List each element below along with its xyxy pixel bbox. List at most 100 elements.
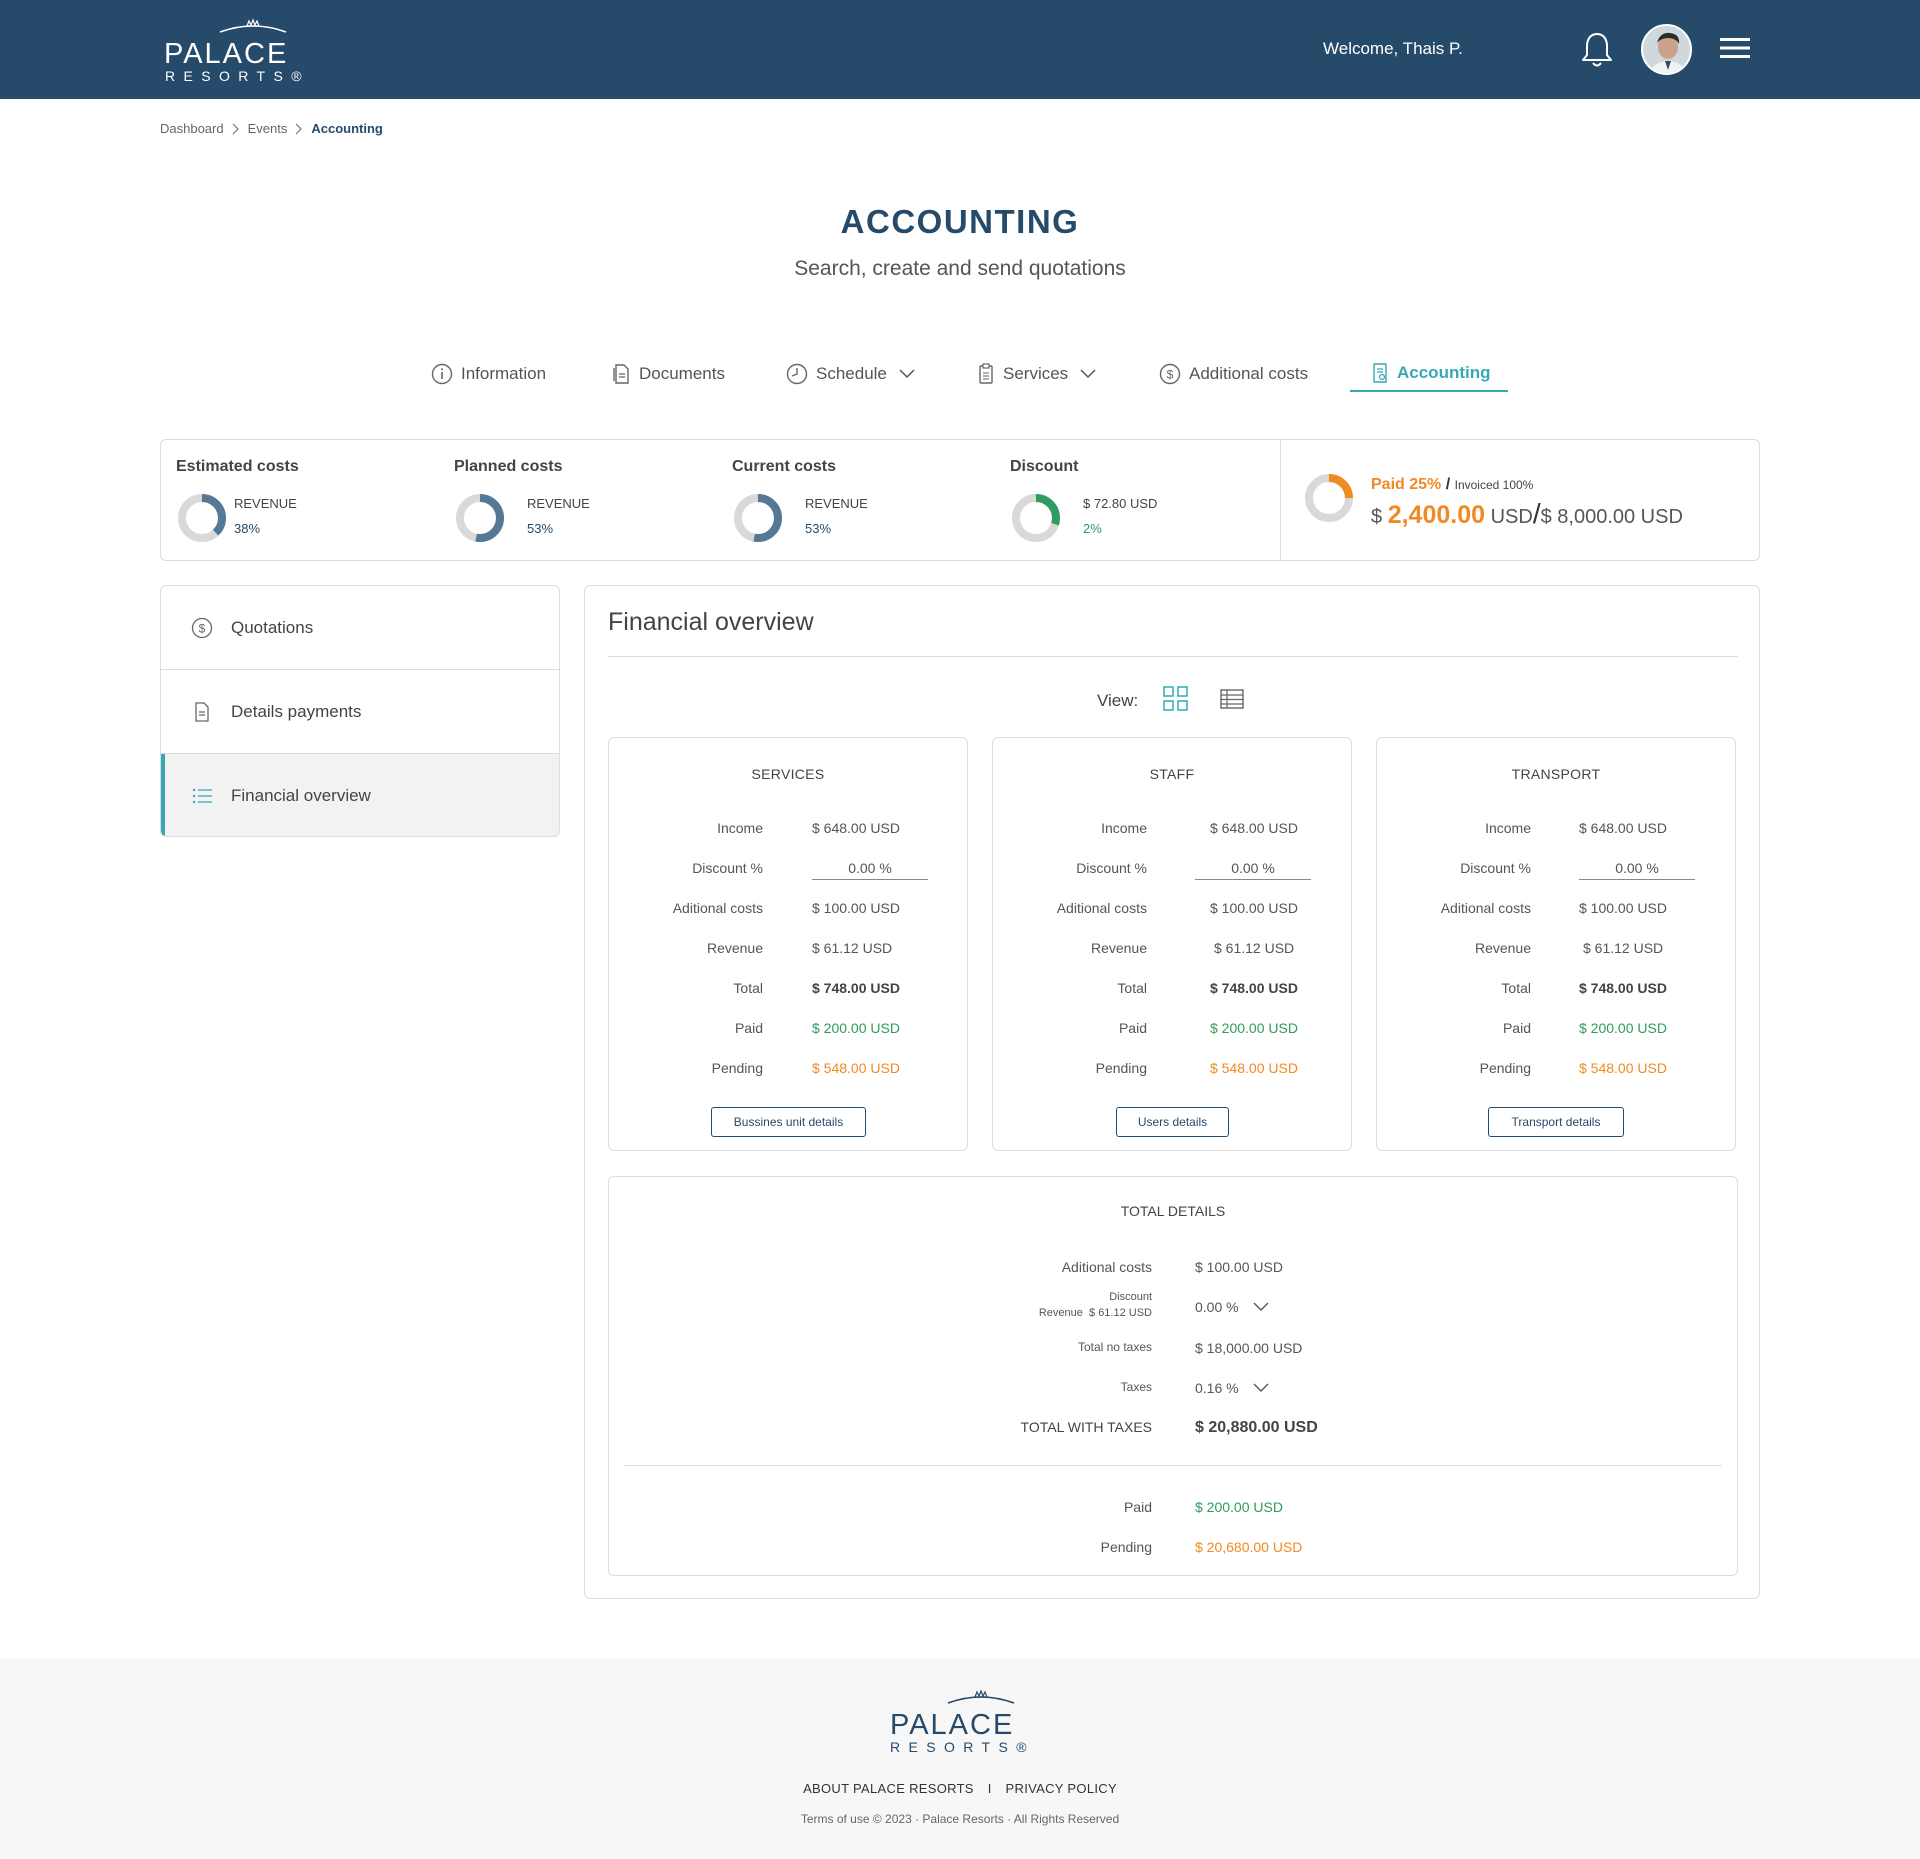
svg-text:$: $: [199, 621, 206, 635]
donut-arc: [456, 494, 504, 542]
income-label: Income: [717, 820, 763, 836]
total-label: Total: [1501, 980, 1531, 996]
revenue-row: Revenue $ 61.12 USD: [993, 940, 1351, 960]
tab-schedule[interactable]: Schedule: [786, 356, 915, 392]
revenue-label: Revenue: [1090, 940, 1147, 956]
tab-label: Accounting: [1397, 363, 1491, 382]
discount-label: Discount %: [1460, 860, 1531, 876]
taxes-label: Taxes: [1120, 1380, 1152, 1394]
discount: Discount $ 72.80 USD 2%: [1010, 458, 1157, 542]
list-icon: [192, 788, 212, 804]
revenue-value: $ 61.12 USD: [1214, 940, 1295, 956]
donut-arc: [1305, 474, 1353, 522]
privacy-policy-link[interactable]: PRIVACY POLICY: [1005, 1781, 1117, 1796]
current-costs: Current costs REVENUE 53%: [732, 458, 868, 542]
discount-select[interactable]: 0.00 %: [1195, 1299, 1269, 1315]
sidebar-item-label: Quotations: [231, 617, 314, 637]
discount-input[interactable]: 0.00 %: [812, 860, 928, 880]
breadcrumb-dashboard[interactable]: Dashboard: [160, 121, 224, 136]
business-unit-details-button[interactable]: Bussines unit details: [711, 1107, 866, 1137]
dollar-icon: $: [1159, 363, 1181, 385]
breadcrumb-events[interactable]: Events: [247, 121, 288, 136]
users-details-button[interactable]: Users details: [1116, 1107, 1229, 1137]
income-value: $ 648.00 USD: [1579, 820, 1667, 836]
tab-services[interactable]: Services: [977, 356, 1096, 392]
chevron-down-icon: [1253, 1383, 1269, 1392]
sidebar-item-details-payments[interactable]: Details payments: [161, 670, 559, 754]
revenue-label: REVENUE: [234, 496, 297, 511]
table-view-icon[interactable]: [1220, 689, 1244, 709]
tab-accounting[interactable]: Accounting: [1350, 356, 1508, 392]
services-card: SERVICES Income $ 648.00 USD Discount % 0.…: [608, 737, 968, 1151]
pending-row: Pending $ 548.00 USD: [609, 1060, 967, 1080]
paid-value: $ 200.00 USD: [812, 1020, 900, 1036]
discount-input[interactable]: 0.00 %: [1195, 860, 1311, 880]
income-label: Income: [1101, 820, 1147, 836]
copyright: Terms of use © 2023 · Palace Resorts · A…: [800, 1812, 1120, 1826]
total-no-taxes-label: Total no taxes: [1077, 1340, 1152, 1354]
card-title: SERVICES: [751, 766, 825, 782]
totals-divider: [624, 1465, 1722, 1466]
footer: PALACE RESORTS® ABOUT PALACE RESORTS I P…: [0, 1659, 1920, 1859]
file-icon: [195, 701, 209, 722]
hamburger-menu-icon[interactable]: [1720, 36, 1750, 60]
sidebar-item-quotations[interactable]: $ Quotations: [161, 586, 559, 670]
paid-row: Paid $ 200.00 USD: [609, 1020, 967, 1040]
paid-value: $ 200.00 USD: [1195, 1499, 1283, 1515]
aditional-costs-label: Aditional costs: [672, 900, 763, 916]
revenue-percent: 38%: [234, 521, 261, 536]
revenue-label: Revenue: [1038, 1307, 1083, 1319]
aditional-costs-value: $ 100.00 USD: [1195, 1259, 1283, 1275]
discount-revenue-note: Revenue $ 61.12 USD: [1039, 1307, 1152, 1319]
sidebar-item-label: Financial overview: [231, 786, 371, 805]
tab-additional-costs[interactable]: $ Additional costs: [1159, 356, 1308, 392]
breadcrumb: Dashboard Events Accounting: [160, 121, 383, 136]
user-avatar[interactable]: [1641, 24, 1692, 75]
tab-documents[interactable]: Documents: [611, 356, 725, 392]
total-label: Total: [1117, 980, 1147, 996]
card-title: TRANSPORT: [1511, 766, 1601, 782]
revenue-donut-chart: [456, 494, 504, 542]
aditional-costs-row: Aditional costs $ 100.00 USD: [609, 900, 967, 920]
logo-word-palace: PALACE: [890, 1709, 1015, 1741]
total-with-taxes-value: $ 20,880.00 USD: [1195, 1419, 1318, 1436]
income-row: Income $ 648.00 USD: [993, 820, 1351, 840]
sidebar-item-financial-overview[interactable]: Financial overview: [161, 754, 559, 836]
discount-donut-chart: [1012, 494, 1060, 542]
revenue-percent: 53%: [527, 521, 554, 536]
tab-information[interactable]: Information: [431, 356, 546, 392]
about-link[interactable]: ABOUT PALACE RESORTS: [803, 1781, 974, 1796]
paid-invoiced-line: Paid 25% / Invoiced 100%: [1371, 476, 1533, 494]
donut-arc: [734, 494, 782, 542]
chevron-down-icon: [899, 369, 915, 379]
paid-label: Paid: [1123, 1499, 1152, 1515]
revenue-label: Revenue: [706, 940, 763, 956]
chevron-down-icon: [1253, 1302, 1269, 1311]
discount-input[interactable]: 0.00 %: [1579, 860, 1695, 880]
revenue-label: Revenue: [1474, 940, 1531, 956]
estimated-costs-label: Estimated costs: [176, 458, 299, 475]
income-value: $ 648.00 USD: [812, 820, 900, 836]
taxes-select[interactable]: 0.16 %: [1195, 1380, 1269, 1396]
discount-label: Discount %: [1076, 860, 1147, 876]
pending-label: Pending: [1100, 1539, 1152, 1555]
financial-overview-panel: Financial overview View: SERVICES Income…: [584, 585, 1760, 1599]
receipt-icon: [1373, 363, 1387, 383]
currency-symbol: $: [1371, 506, 1383, 528]
estimated-costs: Estimated costs REVENUE 38%: [176, 458, 299, 542]
crown-icon: [947, 1689, 1015, 1704]
grid-view-icon[interactable]: [1163, 686, 1189, 712]
page-subtitle: Search, create and send quotations: [794, 257, 1126, 280]
document-icon: [613, 364, 629, 384]
slash-separator: /: [1532, 498, 1541, 529]
panel-divider: [608, 656, 1738, 657]
transport-card: TRANSPORT Income $ 648.00 USD Discount % 0…: [1376, 737, 1736, 1151]
transport-details-button[interactable]: Transport details: [1488, 1107, 1624, 1137]
logo-word-resorts: RESORTS®: [165, 68, 310, 84]
bell-icon[interactable]: [1580, 31, 1614, 69]
clock-icon: [786, 363, 808, 385]
logo-word-resorts: RESORTS®: [890, 1739, 1035, 1755]
dollar-circle-icon: $: [191, 617, 213, 638]
total-no-taxes-row: Total no taxes $ 18,000.00 USD: [609, 1340, 1737, 1362]
staff-card: STAFF Income $ 648.00 USD Discount % 0.00 …: [992, 737, 1352, 1151]
